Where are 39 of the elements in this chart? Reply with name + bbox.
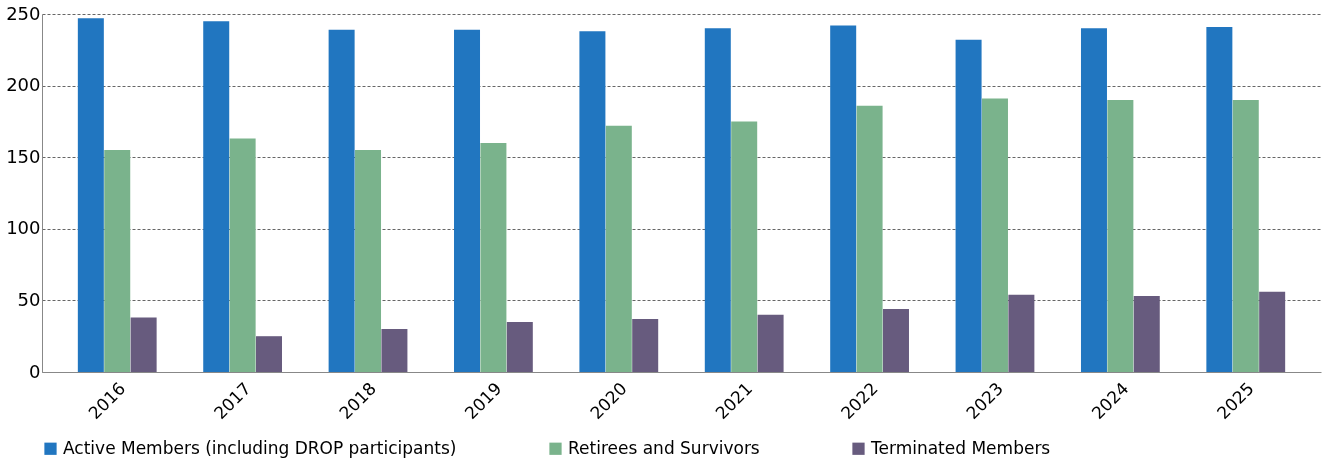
bar [1107,99,1134,372]
bar [1232,99,1259,372]
bar [1206,26,1233,372]
y-tick-label: 150 [6,145,41,167]
y-tick-label: 0 [29,360,41,382]
bar [355,150,382,372]
bar [632,319,659,372]
bar [579,31,606,372]
bar [1080,28,1107,372]
bar [605,125,632,372]
y-tick-label: 100 [6,217,41,239]
bar [1133,296,1160,372]
bar [704,28,731,372]
bar [955,39,982,372]
legend-label: Retirees and Survivors [568,437,760,458]
bar [454,29,481,372]
bar [757,314,784,372]
bar [328,29,355,372]
bar [229,138,256,372]
bar [480,142,507,372]
legend-label: Active Members (including DROP participants) [63,437,457,458]
bar [981,98,1008,372]
bar [506,321,533,372]
y-tick-label: 50 [17,288,41,310]
bar [1008,294,1035,372]
bar [731,121,758,372]
bar [856,105,883,372]
y-tick-label: 250 [6,2,41,24]
bar [882,308,909,372]
bar [104,150,131,372]
y-tick-label: 200 [6,74,41,96]
bar [77,18,104,372]
bar [381,329,408,372]
bar [130,317,157,372]
legend-label: Terminated Members [870,437,1051,458]
bar [203,21,230,372]
bar [830,25,857,372]
bar [256,336,283,372]
bar [1259,291,1286,372]
